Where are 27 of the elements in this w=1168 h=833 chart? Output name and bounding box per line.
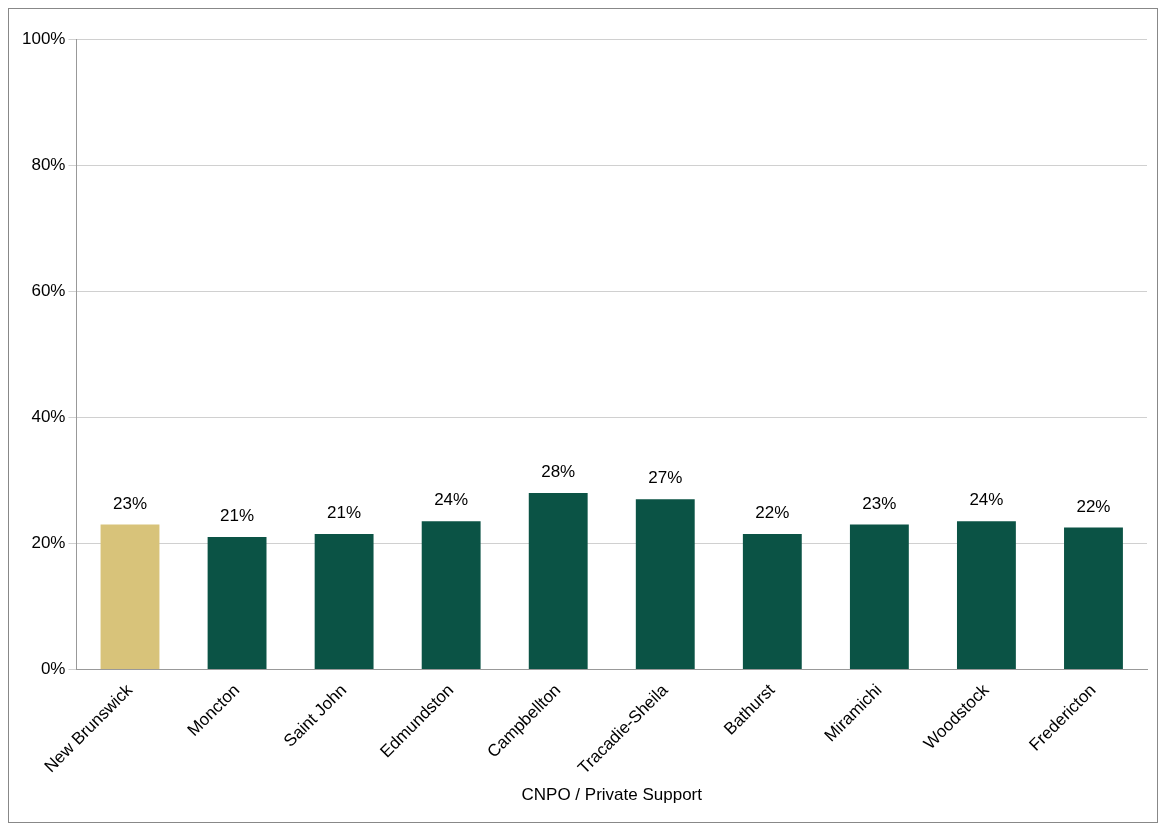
data-label: 22% [755,503,790,523]
bar [849,524,909,669]
data-label: 28% [541,462,576,482]
data-label: 23% [112,493,148,513]
data-label: 27% [648,468,683,488]
bar [100,524,160,669]
bar [421,521,481,669]
y-tick-label: 80% [31,154,66,174]
y-tick-label: 100% [22,28,66,48]
y-tick-label: 20% [31,533,66,553]
data-label: 21% [220,506,255,526]
data-label: 22% [1076,496,1111,516]
data-label: 23% [862,493,897,513]
bar [314,533,374,669]
data-label: 21% [327,503,362,523]
y-tick-label: 60% [31,280,66,300]
x-axis-title: CNPO / Private Support [521,785,703,805]
bar [207,537,267,669]
y-tick-label: 40% [31,406,66,426]
bar [742,533,802,669]
bar [528,492,588,669]
bar [956,521,1016,669]
y-tick-label: 0% [40,659,66,679]
bar [1064,527,1123,669]
bar [635,499,695,669]
data-label: 24% [434,490,469,510]
data-label: 24% [969,490,1004,510]
